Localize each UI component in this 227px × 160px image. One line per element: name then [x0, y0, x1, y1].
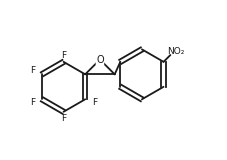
Text: F: F [61, 51, 66, 60]
Text: F: F [30, 98, 35, 107]
Text: F: F [61, 114, 66, 123]
Text: F: F [92, 98, 97, 107]
Text: O: O [96, 55, 104, 65]
Text: NO₂: NO₂ [167, 47, 185, 56]
Text: F: F [30, 66, 35, 75]
